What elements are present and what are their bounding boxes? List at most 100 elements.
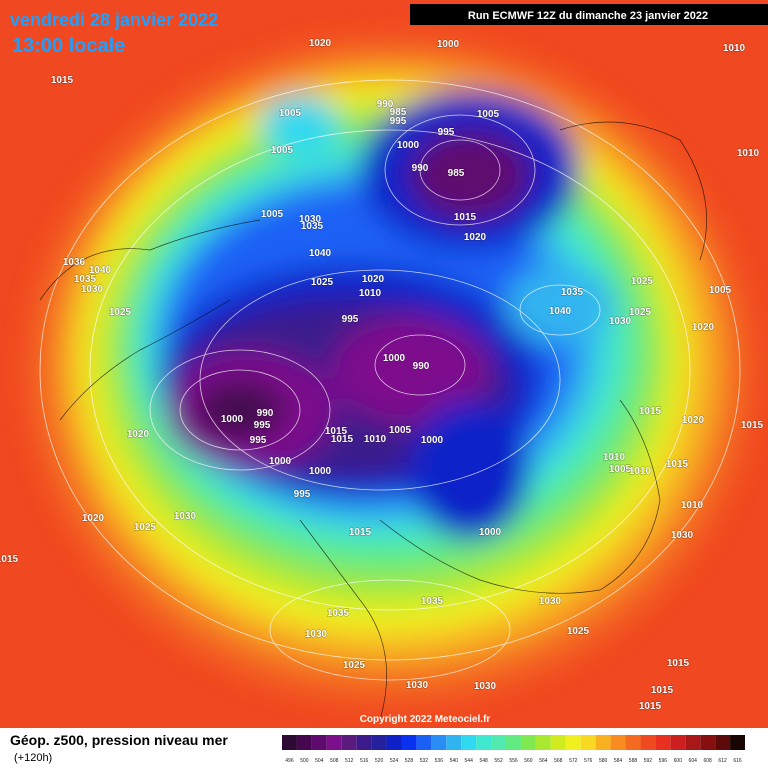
- isobar-label: 1025: [631, 276, 654, 287]
- colorbar-swatch: [311, 735, 327, 750]
- colorbar-label: 560: [524, 758, 533, 764]
- isobar-label: 1000: [421, 435, 444, 446]
- colorbar-swatch: [715, 735, 731, 750]
- isobar-label: 990: [257, 408, 274, 419]
- colorbar-label: 568: [554, 758, 563, 764]
- isobar-label: 1000: [437, 39, 460, 50]
- forecast-date: vendredi 28 janvier 2022: [10, 10, 218, 30]
- isobar-label: 1005: [609, 464, 632, 475]
- colorbar-swatch: [625, 735, 641, 750]
- isobar-label: 1015: [639, 406, 662, 417]
- isobar-label: 1035: [327, 608, 350, 619]
- isobar-label: 985: [390, 107, 407, 118]
- isobar-label: 1000: [221, 414, 244, 425]
- isobar-label: 990: [412, 163, 429, 174]
- isobar-label: 1005: [477, 109, 500, 120]
- colorbar-label: 616: [733, 758, 742, 764]
- colorbar-label: 608: [703, 758, 712, 764]
- isobar-label: 1025: [311, 277, 334, 288]
- field-blob: [260, 95, 340, 155]
- isobar-label: 1020: [682, 415, 705, 426]
- colorbar-label: 528: [405, 758, 414, 764]
- isobar-label: 1015: [0, 554, 19, 565]
- colorbar-label: 548: [479, 758, 488, 764]
- colorbar-label: 572: [569, 758, 578, 764]
- isobar-label: 995: [342, 314, 359, 325]
- isobar-label: 1005: [389, 425, 412, 436]
- colorbar-swatch: [416, 735, 432, 750]
- colorbar-label: 516: [360, 758, 369, 764]
- colorbar-swatch: [476, 735, 492, 750]
- isobar-label: 1015: [639, 701, 662, 712]
- colorbar-swatch: [446, 735, 462, 750]
- isobar-label: 1025: [134, 522, 157, 533]
- colorbar-label: 556: [509, 758, 518, 764]
- isobar-label: 1005: [279, 108, 302, 119]
- copyright: Copyright 2022 Meteociel.fr: [360, 714, 491, 725]
- colorbar-label: 552: [494, 758, 503, 764]
- isobar-label: 1015: [666, 459, 689, 470]
- isobar-label: 1025: [343, 660, 366, 671]
- isobar-label: 1000: [269, 456, 292, 467]
- isobar-label: 995: [294, 489, 311, 500]
- colorbar-swatch: [431, 735, 447, 750]
- isobar-label: 995: [250, 435, 267, 446]
- coastlines: [39, 121, 708, 721]
- isobar-label: 995: [254, 420, 271, 431]
- isobar-label: 1035: [561, 287, 584, 298]
- run-info: Run ECMWF 12Z du dimanche 23 janvier 202…: [468, 10, 708, 22]
- colorbar-swatch: [296, 735, 312, 750]
- field-blob: [505, 265, 615, 345]
- colorbar-label: 588: [629, 758, 638, 764]
- colorbar-swatch: [655, 735, 671, 750]
- isobar-label: 1025: [109, 307, 132, 318]
- colorbar-label: 536: [435, 758, 444, 764]
- colorbar-label: 540: [450, 758, 459, 764]
- isobar-label: 1025: [567, 626, 590, 637]
- colorbar-label: 500: [300, 758, 309, 764]
- isobar-label: 1010: [364, 434, 387, 445]
- colorbar-swatch: [356, 735, 372, 750]
- colorbar-swatch: [535, 735, 551, 750]
- isobar-label: 1010: [737, 148, 760, 159]
- isobar-label: 1000: [479, 527, 502, 538]
- isobar-label: 1015: [349, 527, 372, 538]
- forecast-time: 13:00 locale: [12, 35, 125, 57]
- isobar-label: 1030: [305, 629, 328, 640]
- isobar-label: 1035: [301, 221, 324, 232]
- isobar-label: 1025: [629, 307, 652, 318]
- isobar-label: 1040: [549, 306, 572, 317]
- colorbar-swatch: [550, 735, 566, 750]
- isobar-label: 1015: [454, 212, 477, 223]
- isobar-label: 1015: [51, 75, 74, 86]
- isobar-label: 1010: [723, 43, 746, 54]
- isobar-label: 1020: [362, 274, 385, 285]
- colorbar-label: 508: [330, 758, 339, 764]
- isobar-label: 1030: [81, 284, 104, 295]
- isobar-label: 1010: [629, 466, 652, 477]
- colorbar-label: 612: [718, 758, 727, 764]
- colorbar-label: 580: [599, 758, 608, 764]
- field-blob: [410, 400, 530, 540]
- isobar-label: 1030: [609, 316, 632, 327]
- isobar-label: 1020: [309, 38, 332, 49]
- colorbar-label: 496: [285, 758, 294, 764]
- colorbar-swatch: [371, 735, 387, 750]
- colorbar-label: 600: [674, 758, 683, 764]
- colorbar-swatch: [506, 735, 521, 750]
- field-blob: [410, 130, 530, 220]
- isobar-label: 1020: [82, 513, 105, 524]
- colorbar-swatch: [670, 735, 686, 750]
- colorbar-label: 564: [539, 758, 548, 764]
- colorbar-label: 596: [659, 758, 668, 764]
- isobar-label: 1030: [539, 596, 562, 607]
- colorbar-label: 584: [614, 758, 623, 764]
- isobar-label: 1035: [74, 274, 97, 285]
- colorbar-swatch: [386, 735, 402, 750]
- isobar-label: 1000: [309, 466, 332, 477]
- colorbar-label: 576: [584, 758, 593, 764]
- isobar-label: 1015: [741, 420, 764, 431]
